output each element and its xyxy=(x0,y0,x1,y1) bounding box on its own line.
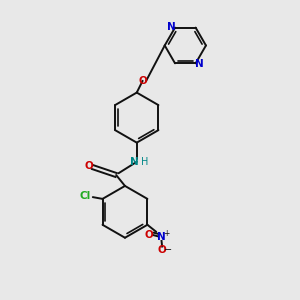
Text: H: H xyxy=(141,157,149,167)
Text: Cl: Cl xyxy=(80,191,91,201)
Text: O: O xyxy=(84,161,93,172)
Text: N: N xyxy=(157,232,166,242)
Text: N: N xyxy=(130,157,139,167)
Text: O: O xyxy=(145,230,154,240)
Text: O: O xyxy=(158,245,167,255)
Text: N: N xyxy=(167,22,176,32)
Text: O: O xyxy=(138,76,147,86)
Text: −: − xyxy=(164,245,172,255)
Text: +: + xyxy=(164,229,170,238)
Text: N: N xyxy=(195,59,204,69)
